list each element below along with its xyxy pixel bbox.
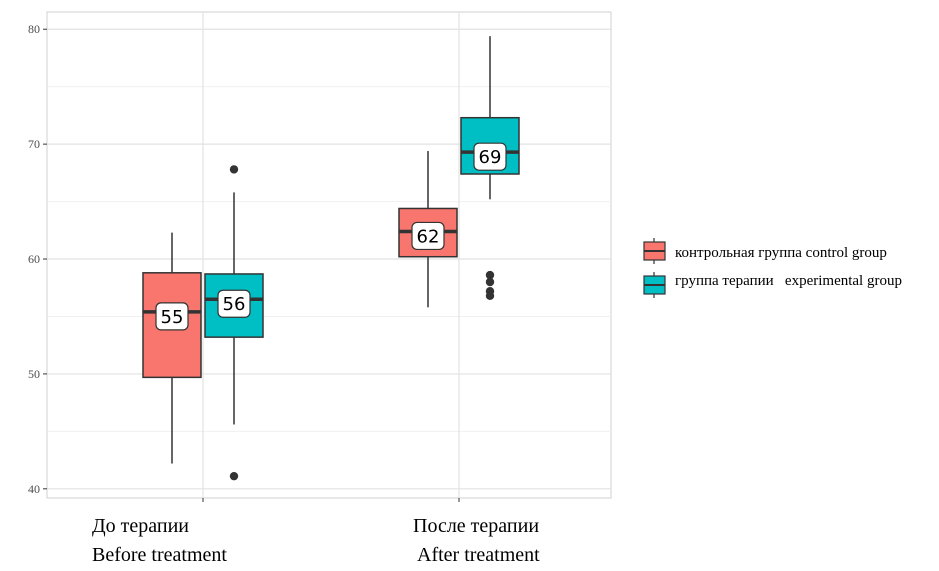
median-label: 69 [479,147,502,168]
legend-label-control: контрольная группа control group [675,245,887,261]
y-tick-label: 60 [28,252,40,266]
legend-key-control [643,238,666,264]
y-axis-ticks: 40 50 60 70 80 [28,22,47,496]
y-tick-label: 50 [28,367,40,381]
box-groups: 55 62 56 69 [142,36,520,481]
median-label-bg [411,221,445,251]
y-tick-label: 40 [28,482,40,496]
grid-lines [47,12,611,498]
box-0-0: 55 [142,232,202,464]
box-0-1: 62 [398,151,458,308]
category-labels: До терапии Before treatment После терапи… [92,515,540,566]
median-label: 55 [161,307,184,328]
outlier-point [229,471,239,481]
median-label: 62 [417,226,440,247]
y-tick-label: 70 [28,137,40,151]
category-1-label-line1: После терапии [413,515,539,537]
legend: контрольная группа control group группа … [643,238,902,298]
box-1-0: 56 [204,165,264,481]
category-1-label-line2: After treatment [417,544,540,566]
outlier-point [485,291,495,300]
median-label-bg [155,302,189,331]
outlier-point [229,165,239,174]
y-tick-label: 80 [28,22,40,36]
median-label: 56 [223,294,246,315]
category-0-label-line1: До терапии [92,515,189,537]
outlier-point [485,270,495,280]
median-label-bg [473,142,507,171]
legend-key-experimental [643,272,666,298]
median-label-bg [217,289,251,318]
legend-label-experimental: группа терапии experimental group [675,273,902,289]
x-axis-ticks [202,498,460,502]
plot-panel [46,11,612,499]
category-0-label-line2: Before treatment [92,544,227,566]
outlier-point [485,277,495,287]
box-1-1: 69 [460,36,520,300]
